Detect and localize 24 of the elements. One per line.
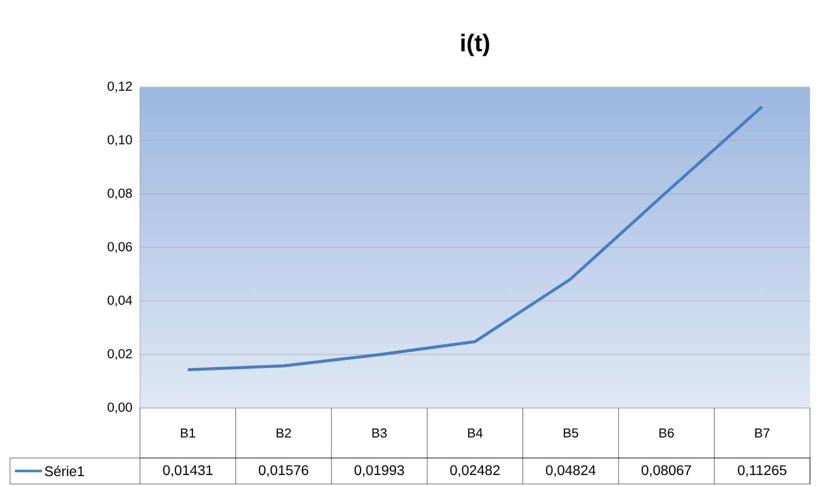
y-tick-label: 0,04 (108, 296, 132, 306)
x-tick-label: B5 (564, 428, 578, 438)
x-tick-label: B7 (755, 428, 770, 438)
data-label: 0,11265 (738, 465, 786, 477)
y-tick-label: 0,02 (108, 349, 132, 360)
chart-title: i(t) (461, 34, 490, 56)
x-tick-label: B3 (372, 428, 387, 438)
y-tick-label: 0,00 (108, 402, 132, 414)
x-tick-label: B6 (660, 428, 674, 438)
y-tick-label: 0,08 (108, 188, 132, 200)
y-tick-label: 0,10 (108, 135, 132, 146)
x-tick-label: B2 (276, 428, 291, 438)
data-label: 0,01993 (354, 465, 404, 477)
x-tick-label: B4 (468, 428, 483, 438)
legend-label: Série1 (44, 466, 84, 476)
data-label: 0,08067 (642, 465, 692, 477)
line-series (186, 105, 764, 372)
data-label: 0,02482 (450, 465, 500, 477)
x-tick-label: B1 (180, 428, 196, 438)
y-tick-label: 0,06 (108, 242, 132, 253)
y-tick-label: 0,12 (108, 82, 132, 92)
data-label: 0,01576 (258, 465, 308, 477)
data-label: 0,01431 (163, 465, 212, 477)
data-label: 0,04824 (546, 465, 596, 477)
